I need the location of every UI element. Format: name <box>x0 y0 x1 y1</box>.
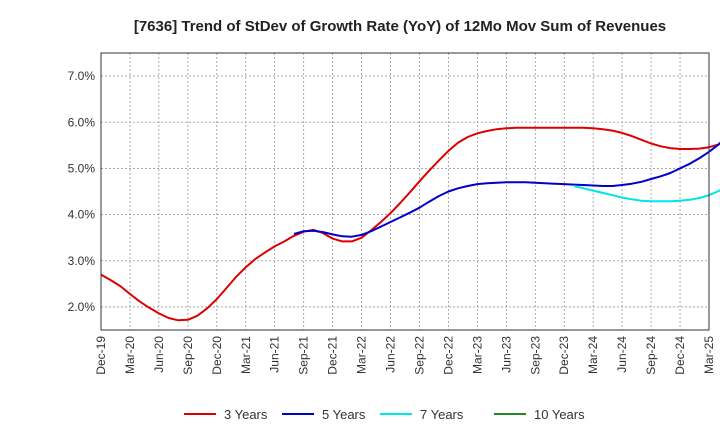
y-axis-ticks: 2.0% 3.0% 4.0% 5.0% 6.0% 7.0% <box>68 69 96 314</box>
x-axis-ticks: Dec-19 Mar-20 Jun-20 Sep-20 Dec-20 Mar-21 Jun-… <box>94 336 716 375</box>
x-tick-label: Jun-23 <box>499 336 513 373</box>
x-tick-label: Mar-24 <box>586 336 600 374</box>
x-tick-label: Jun-20 <box>152 336 166 373</box>
x-tick-label: Dec-20 <box>210 336 224 375</box>
x-tick-label: Dec-19 <box>94 336 108 375</box>
legend: 3 Years 5 Years 7 Years 10 Years <box>184 407 585 422</box>
x-tick-label: Mar-25 <box>702 336 716 374</box>
x-tick-label: Dec-22 <box>441 336 455 375</box>
y-tick-label: 5.0% <box>68 161 96 175</box>
legend-label: 3 Years <box>224 407 268 422</box>
x-tick-label: Mar-21 <box>239 336 253 374</box>
x-tick-label: Sep-23 <box>528 336 542 375</box>
x-tick-label: Jun-24 <box>615 336 629 373</box>
legend-label: 10 Years <box>534 407 585 422</box>
series-line-3-years <box>100 126 720 322</box>
x-tick-label: Dec-21 <box>326 336 340 375</box>
x-tick-label: Mar-20 <box>123 336 137 374</box>
x-tick-label: Jun-22 <box>384 336 398 373</box>
x-tick-label: Jun-21 <box>268 336 282 373</box>
series-lines <box>100 126 720 322</box>
y-tick-label: 7.0% <box>68 69 96 83</box>
y-tick-label: 4.0% <box>68 208 96 222</box>
legend-label: 5 Years <box>322 407 366 422</box>
x-tick-label: Mar-22 <box>355 336 369 374</box>
x-tick-label: Mar-23 <box>470 336 484 374</box>
plot-area-frame <box>100 52 710 331</box>
y-tick-label: 2.0% <box>68 300 96 314</box>
x-tick-label: Dec-23 <box>557 336 571 375</box>
x-tick-label: Sep-21 <box>297 336 311 375</box>
x-tick-label: Sep-24 <box>644 336 658 375</box>
series-line-7-years <box>573 185 720 203</box>
x-tick-label: Dec-24 <box>673 336 687 375</box>
y-tick-label: 3.0% <box>68 254 96 268</box>
legend-label: 7 Years <box>420 407 464 422</box>
x-tick-label: Sep-22 <box>412 336 426 375</box>
series-line-5-years <box>293 141 720 238</box>
x-tick-label: Sep-20 <box>181 336 195 375</box>
grid <box>100 53 710 330</box>
y-tick-label: 6.0% <box>68 115 96 129</box>
chart-title: [7636] Trend of StDev of Growth Rate (Yo… <box>134 18 666 35</box>
